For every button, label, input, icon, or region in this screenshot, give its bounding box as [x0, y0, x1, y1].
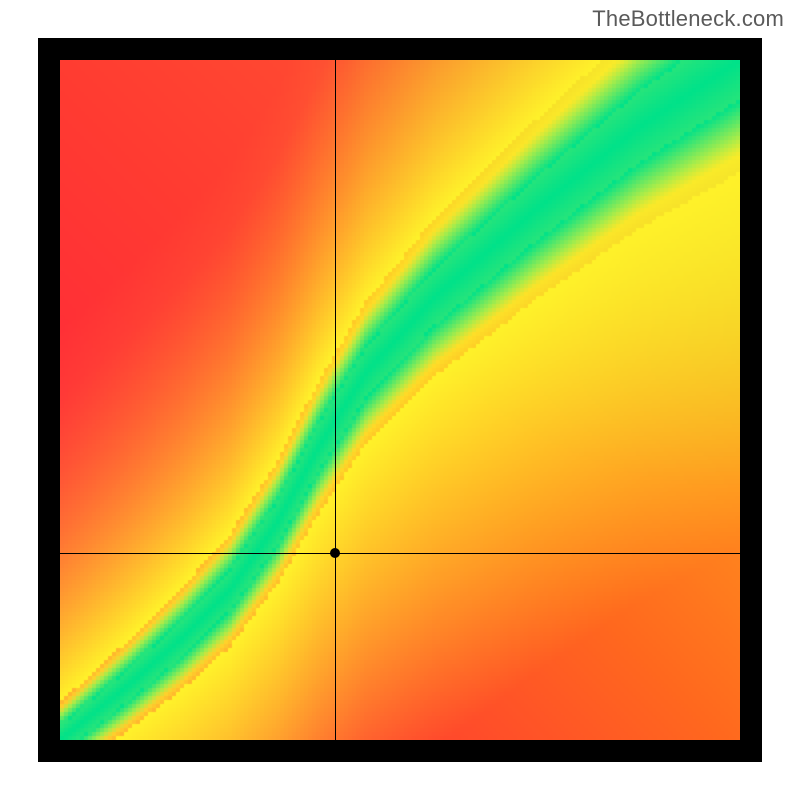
crosshair-dot — [330, 548, 340, 558]
page-container: TheBottleneck.com — [0, 0, 800, 800]
watermark-text: TheBottleneck.com — [592, 6, 784, 32]
plot-inner — [60, 60, 740, 740]
plot-frame — [38, 38, 762, 762]
bottleneck-heatmap — [60, 60, 740, 740]
crosshair-vertical — [335, 60, 336, 740]
crosshair-horizontal — [60, 553, 740, 554]
